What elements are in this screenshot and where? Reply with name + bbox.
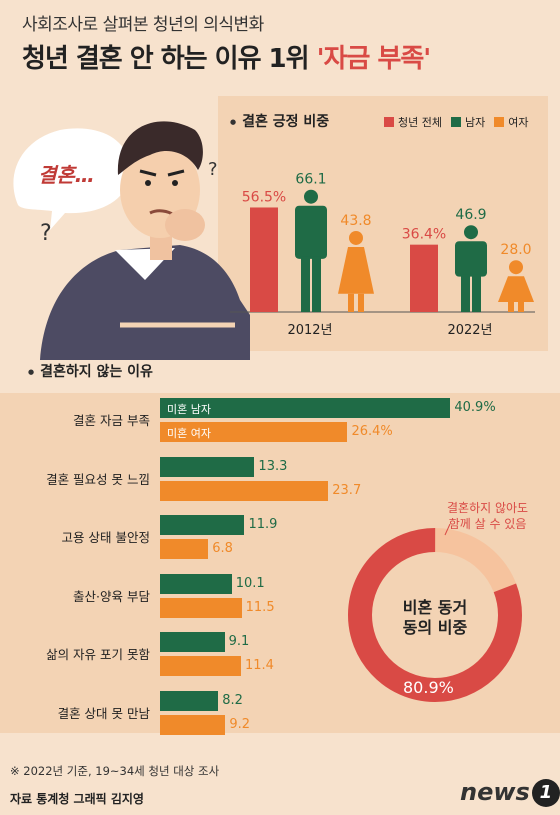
chart1-value-label: 28.0 [500,242,531,258]
kicker: 사회조사로 살펴본 청년의 의식변화 [22,15,264,35]
chart2-value-label: 23.7 [332,482,362,498]
chart2-value-label: 13.3 [258,458,288,474]
chart1-category-label: 2022년 [447,323,492,338]
chart2-value-label: 11.9 [248,517,278,532]
chart2-category-label: 고용 상태 불안정 [61,530,150,545]
chart2-value-label: 10.1 [235,575,265,591]
figure-male [455,225,487,312]
chart1-legend: 청년 전체 남자 여자 [384,114,528,130]
figure-female [498,260,534,312]
question-mark: ? [208,159,218,180]
chart1-value-label: 36.4% [402,227,446,243]
figure-female [338,230,374,312]
bar-male [160,456,255,477]
chart1-svg: 56.5% 66.1 43.8 2012년 36.4% 46.9 28.0 2022년 [230,172,535,338]
donut-value-label: 80.9% [403,678,454,697]
headline: 청년 결혼 안 하는 이유 1위 '자금 부족' [22,38,432,75]
question-mark: ? [40,221,52,246]
chart2-title: 결혼하지 않는 이유 [28,361,153,381]
bubble-text: 결혼… [38,163,95,187]
chart2-value-label: 26.4% [351,424,393,439]
chart2-series-label: 미혼 남자 [167,403,211,416]
bar-female [160,656,241,676]
footer-source: 자료 통계청 그래픽 김지영 [10,792,144,806]
donut-center-title: 비혼 동거 동의 비중 [402,598,468,637]
chart2-category-label: 결혼 필요성 못 느낌 [46,471,150,487]
man-hand [165,209,205,241]
bar-female [160,539,209,559]
bar-total [410,244,438,312]
man-illustration: 결혼… ? ? [13,121,250,360]
bar-male [160,690,219,711]
chart2-value-label: 6.8 [212,541,233,556]
chart2-value-label: 8.2 [222,692,243,708]
chart2-category-label: 출산·양육 부담 [73,588,150,604]
bar-female: 미혼 여자 [160,422,348,442]
chart2-value-label: 11.4 [244,658,274,673]
chart1-value-label: 46.9 [455,207,486,223]
chart1-category-label: 2012년 [287,323,332,338]
footer-note: ※ 2022년 기준, 19~34세 청년 대상 조사 [10,764,220,778]
bar-total [250,207,278,312]
headline-highlight: '자금 부족' [316,44,432,74]
chart2-value-label: 9.2 [229,716,250,732]
chart2-value-label: 11.5 [245,599,275,615]
bar-female [160,714,226,735]
figure-male [295,189,327,312]
chart3-donut [348,523,522,702]
legend-item-female: 여자 [494,114,528,130]
chart1-value-label: 66.1 [295,172,326,188]
news1-logo: news 1 [460,778,560,807]
bar-male [160,515,245,535]
chart1-title: 결혼 긍정 비중 [230,111,329,131]
donut-callout-line [444,523,451,536]
chart2-value-label: 9.1 [228,634,250,649]
bar-female [160,480,329,501]
chart2-category-label: 결혼 상대 못 만남 [57,705,150,721]
chart2-category-label: 삶의 자유 포기 못함 [46,647,150,662]
man-hair [117,121,203,175]
bar-male [160,632,225,652]
chart2-category-label: 결혼 자금 부족 [73,413,150,428]
headline-main: 청년 결혼 안 하는 이유 1위 [22,44,317,74]
chart1-value-label: 56.5% [242,189,286,205]
bar-female [160,597,242,618]
man-body [40,245,250,360]
legend-item-total: 청년 전체 [384,114,442,130]
donut-callout-label: 결혼하지 않아도 함께 살 수 있음 [447,501,529,531]
bar-male [160,573,232,594]
speech-bubble: 결혼… [13,128,130,230]
donut-main-slice [348,528,522,702]
bar-male: 미혼 남자 [160,398,451,418]
chart2-series-label: 미혼 여자 [167,427,211,440]
chart2-value-label: 40.9% [454,400,496,415]
legend-item-male: 남자 [450,114,485,130]
chart1-value-label: 43.8 [340,213,371,229]
